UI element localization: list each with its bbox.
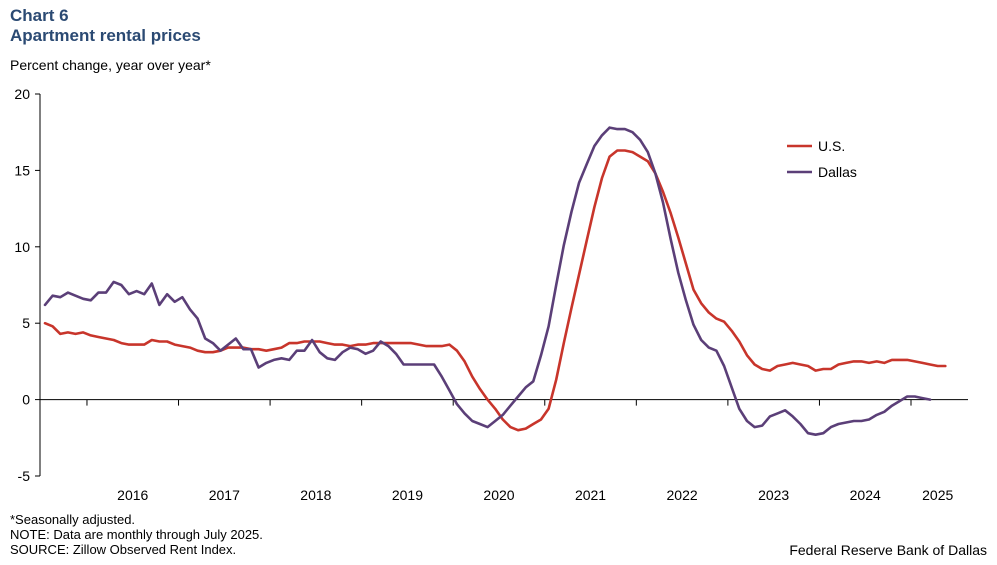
- note-data-through: NOTE: Data are monthly through July 2025…: [10, 527, 263, 542]
- y-axis-label: Percent change, year over year*: [10, 57, 211, 73]
- y-tick-label: 15: [14, 162, 30, 178]
- y-tick-label: 5: [22, 315, 30, 331]
- x-tick-label: 2016: [117, 487, 148, 503]
- y-tick-label: 10: [14, 239, 30, 255]
- source-organization: Federal Reserve Bank of Dallas: [789, 542, 987, 558]
- series-line-us: [43, 149, 947, 432]
- chart-axes: -5 0 5 10 15 20 2016 2017 2018 2019 2020 2021 2022 20…: [14, 86, 968, 503]
- y-tick-label: 20: [14, 86, 30, 102]
- chart-series: [43, 126, 947, 437]
- x-tick-label: 2018: [300, 487, 331, 503]
- x-tick-label: 2020: [483, 487, 514, 503]
- x-tick-label: 2023: [758, 487, 789, 503]
- y-tick-label: -5: [18, 468, 31, 484]
- x-tick-label: 2022: [667, 487, 698, 503]
- chart-notes: *Seasonally adjusted. NOTE: Data are mon…: [10, 512, 263, 557]
- chart-number: Chart 6: [10, 6, 69, 25]
- y-tick-label: 0: [22, 392, 30, 408]
- x-tick-label: 2025: [922, 487, 953, 503]
- x-tick-label: 2021: [575, 487, 606, 503]
- note-seasonal: *Seasonally adjusted.: [10, 512, 136, 527]
- note-source: SOURCE: Zillow Observed Rent Index.: [10, 542, 237, 557]
- chart-legend: U.S. Dallas: [787, 138, 857, 180]
- legend-label-us: U.S.: [818, 138, 845, 154]
- legend-label-dallas: Dallas: [818, 164, 857, 180]
- chart-title: Apartment rental prices: [10, 26, 201, 45]
- series-line-dallas: [43, 126, 932, 437]
- x-tick-label: 2017: [209, 487, 240, 503]
- x-tick-label: 2024: [850, 487, 881, 503]
- x-tick-label: 2019: [392, 487, 423, 503]
